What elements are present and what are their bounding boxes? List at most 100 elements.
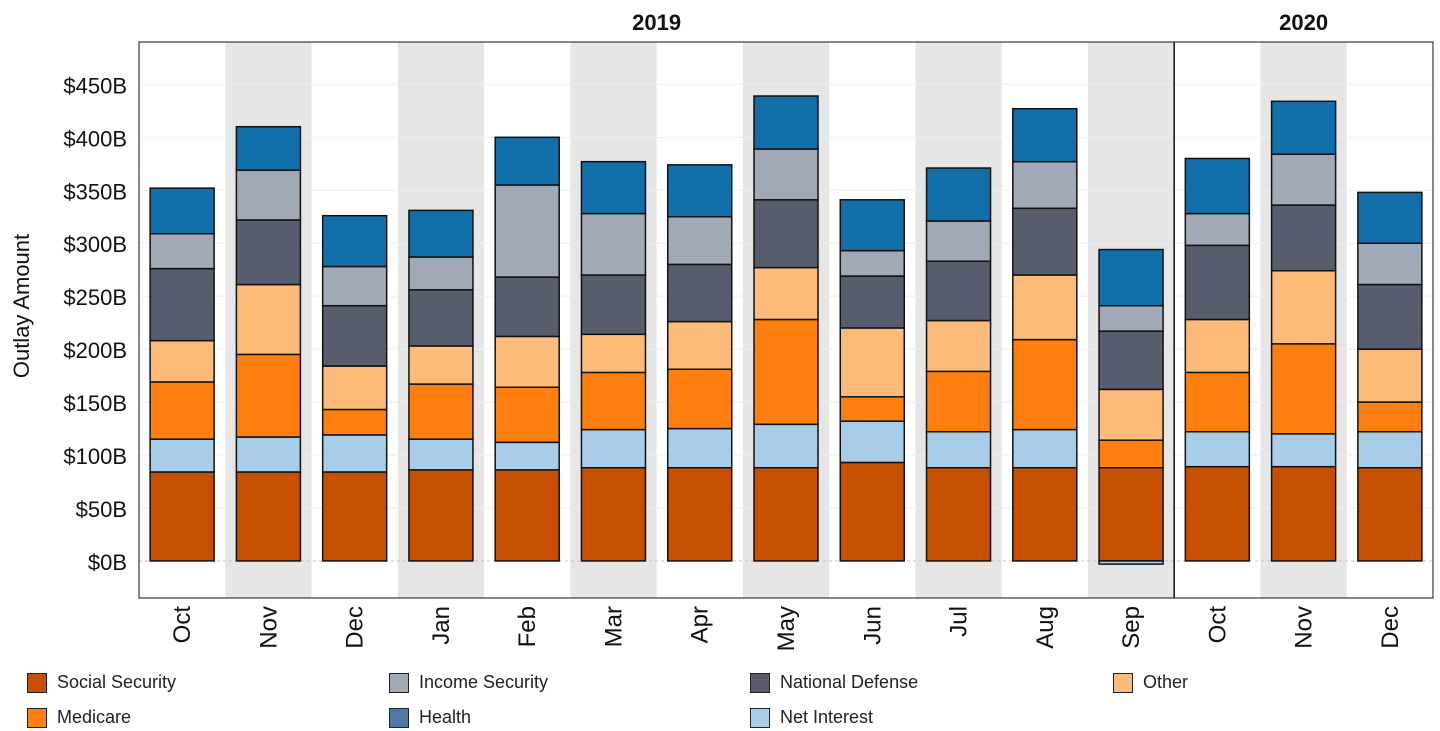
bar-segment-other — [1012, 274, 1078, 341]
bar-segment-other — [149, 339, 215, 383]
legend-swatch — [750, 672, 770, 693]
x-tick-label: Nov — [255, 606, 282, 649]
y-tick-label: $100B — [63, 444, 127, 469]
legend-swatch — [27, 672, 47, 693]
legend-swatch — [389, 707, 409, 728]
bar-segment-national-defense — [753, 199, 819, 269]
bar-segment-social-security — [149, 471, 215, 562]
legend-swatch — [750, 707, 770, 728]
y-tick-label: $0B — [88, 550, 127, 575]
bar-segment-income-security — [839, 249, 906, 277]
bar-segment-income-security — [1184, 212, 1251, 247]
bar-segment-social-security — [1270, 465, 1337, 562]
bar-segment-net-interest — [1270, 433, 1337, 468]
x-tick-label: Jul — [946, 606, 973, 637]
bar-segment-net-interest — [149, 438, 215, 473]
bar-segment-health — [753, 95, 819, 150]
x-tick-label: Nov — [1291, 606, 1318, 649]
bar-segment-net-interest — [408, 438, 474, 471]
bar-segment-medicare — [1357, 401, 1423, 433]
legend-item-health: Health — [389, 707, 471, 728]
bar-segment-income-security — [1098, 304, 1164, 332]
bar-segment-medicare — [408, 383, 474, 440]
bar-segment-other — [666, 320, 733, 370]
bar-segment-other — [580, 333, 647, 374]
bar-segment-net-interest — [321, 434, 388, 473]
bar-segment-income-security — [494, 184, 560, 278]
bar-segment-health — [580, 160, 647, 215]
bar-segment-income-security — [1357, 242, 1423, 286]
legend-item-national-defense: National Defense — [750, 672, 918, 693]
year-label: 2019 — [632, 10, 681, 35]
bar-segment-national-defense — [235, 219, 302, 286]
bar-segment-medicare — [149, 381, 215, 440]
bar-segment-health — [1098, 248, 1164, 307]
bar-segment-other — [408, 345, 474, 385]
legend-item-social-security: Social Security — [27, 672, 176, 693]
y-tick-label: $450B — [63, 73, 127, 98]
bar-segment-health — [1270, 100, 1337, 156]
bar-segment-health — [321, 214, 388, 268]
bar-segment-medicare — [494, 386, 560, 444]
x-tick-label: Mar — [600, 606, 627, 647]
legend-item-other: Other — [1113, 672, 1188, 693]
bar-segment-income-security — [666, 215, 733, 266]
bar-segment-national-defense — [666, 263, 733, 323]
bar-segment-income-security — [321, 265, 388, 307]
legend-label: National Defense — [780, 672, 919, 692]
legend-label: Income Security — [419, 672, 549, 692]
bar-segment-net-interest — [666, 427, 733, 469]
bar-segment-social-security — [1012, 466, 1078, 562]
bar-segment-income-security — [408, 256, 474, 291]
bar-segment-national-defense — [494, 276, 560, 338]
legend-label: Medicare — [57, 707, 132, 727]
bar-segment-other — [925, 319, 992, 373]
bar-segment-medicare — [1270, 343, 1337, 435]
bar-segment-national-defense — [839, 275, 906, 329]
bar-segment-health — [925, 167, 992, 222]
bar-segment-health — [149, 187, 215, 235]
bar-segment-health — [666, 164, 733, 218]
bar-segment-national-defense — [1270, 204, 1337, 272]
bar-segment-medicare — [1012, 338, 1078, 431]
y-tick-label: $400B — [63, 126, 127, 151]
bar-segment-national-defense — [1184, 244, 1251, 321]
legend-label: Health — [419, 707, 472, 727]
bar-segment-health — [235, 125, 302, 171]
bar-segment-medicare — [1098, 439, 1164, 469]
bar-segment-income-security — [753, 148, 819, 201]
bar-segment-net-interest — [494, 441, 560, 471]
bar-segment-social-security — [408, 469, 474, 562]
bar-segment-income-security — [925, 220, 992, 262]
y-tick-label: $250B — [63, 285, 127, 310]
bar-segment-other — [753, 266, 819, 321]
x-tick-label: Oct — [1204, 606, 1231, 644]
y-tick-label: $350B — [63, 179, 127, 204]
legend-item-medicare: Medicare — [27, 707, 131, 728]
bar-segment-social-security — [1184, 465, 1251, 562]
bar-segment-other — [235, 283, 302, 356]
bar-segment-net-interest — [1012, 428, 1078, 469]
bar-segment-income-security — [1270, 153, 1337, 206]
x-tick-label: Apr — [687, 606, 714, 643]
bar-segment-other — [839, 327, 906, 398]
bar-segment-medicare — [580, 371, 647, 431]
bar-segment-health — [1012, 107, 1078, 163]
bar-segment-national-defense — [408, 289, 474, 347]
bar-segment-net-interest — [580, 428, 647, 469]
x-tick-label: Dec — [1377, 606, 1404, 649]
x-tick-label: Jan — [428, 606, 455, 645]
legend-label: Other — [1143, 672, 1189, 692]
x-tick-label: Sep — [1118, 606, 1145, 649]
bar-segment-medicare — [839, 396, 906, 422]
bar-segment-medicare — [925, 370, 992, 433]
legend-item-net-interest: Net Interest — [750, 707, 873, 728]
bar-segment-net-interest — [925, 430, 992, 469]
bar-segment-national-defense — [1357, 283, 1423, 350]
bar-segment-national-defense — [149, 267, 215, 342]
plot-frame — [138, 41, 1434, 599]
y-axis-label: Outlay Amount — [9, 234, 34, 378]
legend-item-income-security: Income Security — [389, 672, 548, 693]
bar-segment-national-defense — [1098, 330, 1164, 391]
bar-segment-social-security — [1098, 466, 1164, 562]
